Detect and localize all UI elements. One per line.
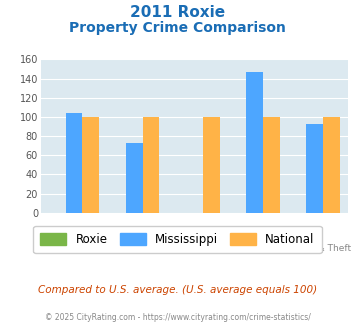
Text: Property Crime Comparison: Property Crime Comparison [69,21,286,35]
Text: 2011 Roxie: 2011 Roxie [130,5,225,20]
Bar [126,143,143,213]
Legend: Roxie, Mississippi, National: Roxie, Mississippi, National [33,226,322,253]
Text: Larceny & Theft: Larceny & Theft [279,244,351,253]
Bar [203,117,220,213]
Text: Compared to U.S. average. (U.S. average equals 100): Compared to U.S. average. (U.S. average … [38,285,317,295]
Text: Motor Vehicle Theft: Motor Vehicle Theft [90,228,178,237]
Bar [323,117,340,213]
Text: © 2025 CityRating.com - https://www.cityrating.com/crime-statistics/: © 2025 CityRating.com - https://www.city… [45,313,310,322]
Text: All Property Crime: All Property Crime [33,244,115,253]
Bar [143,117,159,213]
Text: Burglary: Burglary [235,228,274,237]
Bar [246,72,263,213]
Bar [263,117,280,213]
Text: Arson: Arson [181,244,207,253]
Bar [66,113,82,213]
Bar [82,117,99,213]
Bar [306,124,323,213]
